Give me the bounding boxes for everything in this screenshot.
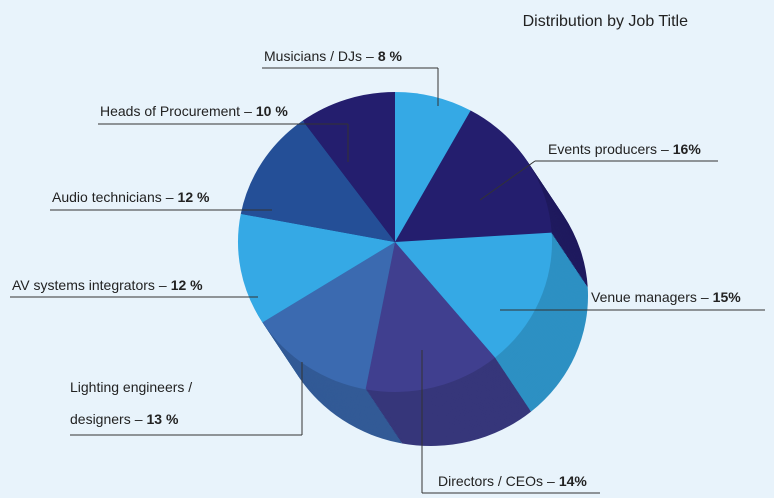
label-sep: – <box>661 141 669 157</box>
slice <box>365 242 496 392</box>
label-value: 8 % <box>378 48 403 64</box>
label-name: Directors / CEOs <box>438 473 543 489</box>
slice <box>395 92 471 242</box>
label-name: designers –13 % <box>70 411 179 427</box>
slice-label: Heads of Procurement –10 % <box>100 103 288 119</box>
label-sep: – <box>135 411 143 427</box>
label-value: 13 % <box>147 411 179 427</box>
label-sep: – <box>159 277 167 293</box>
label-value: 12 % <box>178 189 210 205</box>
slice <box>238 213 395 323</box>
slice-label: Directors / CEOs –14% <box>438 473 587 489</box>
label-name: Musicians / DJs <box>264 48 362 64</box>
label-value: 16% <box>673 141 702 157</box>
label-value: 14% <box>559 473 588 489</box>
slice <box>262 242 395 390</box>
label-name: Audio technicians <box>52 189 162 205</box>
slice <box>395 232 552 358</box>
label-name: Heads of Procurement <box>100 103 240 119</box>
slice-label: Lighting engineers / designers –13 % <box>70 379 192 427</box>
leader-line <box>479 160 536 201</box>
label-sep: – <box>244 103 252 119</box>
chart-title: Distribution by Job Title <box>523 13 689 30</box>
slice <box>302 92 395 242</box>
slice-label: Musicians / DJs –8 % <box>264 48 403 64</box>
label-value: 10 % <box>256 103 288 119</box>
label-sep: – <box>547 473 555 489</box>
slice-label: Audio technicians –12 % <box>52 189 210 205</box>
label-name: Events producers <box>548 141 657 157</box>
label-name: Venue managers <box>591 289 697 305</box>
label-sep: – <box>701 289 709 305</box>
slice <box>240 120 395 242</box>
label-name: AV systems integrators <box>12 277 155 293</box>
slice-label: Events producers –16% <box>548 141 701 157</box>
label-value: 15% <box>713 289 742 305</box>
label-sep: – <box>366 48 374 64</box>
slice-label: AV systems integrators –12 % <box>12 277 203 293</box>
label-name: Lighting engineers / <box>70 379 192 395</box>
label-sep: – <box>166 189 174 205</box>
slice-label: Venue managers –15% <box>591 289 741 305</box>
slice <box>395 110 552 242</box>
label-value: 12 % <box>171 277 203 293</box>
